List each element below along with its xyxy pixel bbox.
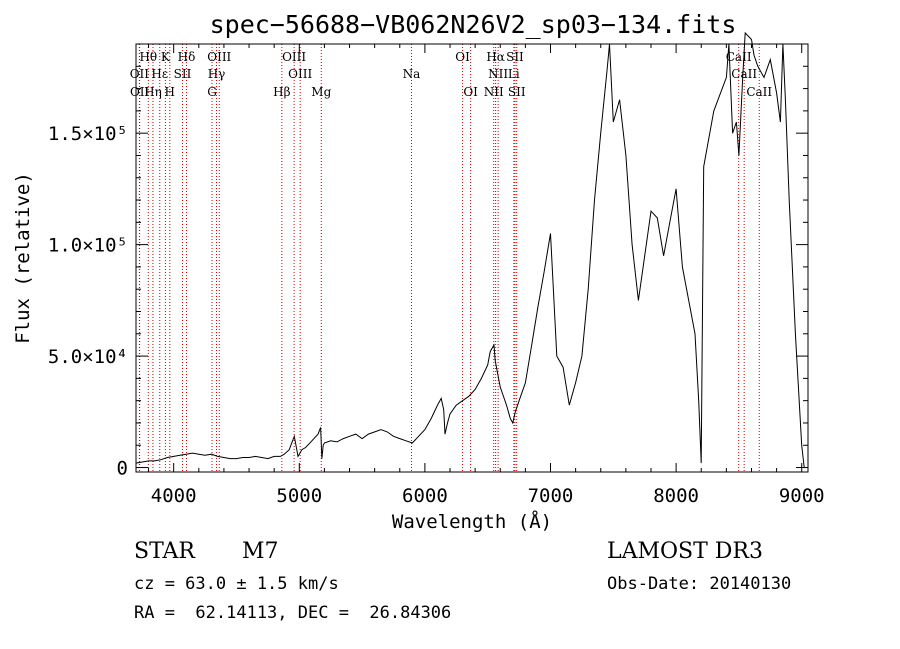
spectral-line-label: NII: [488, 67, 508, 81]
chart-title: spec−56688−VB062N26V2_sp03−134.fits: [210, 10, 737, 39]
spectral-line-label: CaII: [731, 67, 757, 81]
spectral-line-label: OI: [463, 85, 478, 99]
x-tick-label: 4000: [151, 485, 197, 507]
spectral-line-label: SII: [174, 67, 192, 81]
spectral-line-label: OI: [455, 50, 470, 64]
survey-name: LAMOST DR3: [607, 539, 763, 564]
spectral-line-label: OIII: [207, 50, 231, 64]
spectral-line-label: OII: [130, 67, 150, 81]
x-tick-label: 6000: [402, 485, 448, 507]
spectral-line-label: Hε: [151, 67, 168, 81]
spectral-line-label: Na: [403, 67, 421, 81]
y-tick-label: 0: [117, 458, 128, 480]
spectral-line-label: H: [165, 85, 175, 99]
spectral-line-label: Li: [508, 67, 520, 81]
spectral-line-label: OIII: [288, 67, 312, 81]
spectral-line-label: Hη: [144, 85, 162, 99]
y-tick-label: 1.0×10⁵: [48, 235, 128, 257]
spectral-line-label: NII: [484, 85, 504, 99]
x-axis-label: Wavelength (Å): [392, 510, 552, 533]
spectral-line-label: OIII: [282, 50, 306, 64]
spectral-line-label: G: [207, 85, 217, 99]
spectral-line-label: SII: [508, 85, 526, 99]
spectral-line-label: CaII: [726, 50, 752, 64]
y-tick-label: 1.5×10⁵: [48, 123, 128, 145]
spectral-line-label: Hθ: [139, 50, 157, 64]
x-tick-label: 5000: [276, 485, 322, 507]
plot-frame: [135, 43, 809, 473]
redshift-text: cz = 63.0 ± 1.5 km/s: [134, 574, 339, 594]
spectral-line-label: CaII: [746, 85, 772, 99]
y-tick-label: 5.0×10⁴: [48, 346, 128, 368]
spectral-line-label: K: [161, 50, 171, 64]
spectral-line-label: SII: [506, 50, 524, 64]
x-tick-label: 9000: [779, 485, 825, 507]
object-subclass: M7: [242, 539, 279, 564]
x-axis-ticks: 4000 5000 6000 7000 8000 9000: [148, 44, 825, 507]
object-class: STAR: [134, 539, 195, 564]
spectral-line-label: OII: [130, 85, 150, 99]
obs-date: Obs-Date: 20140130: [607, 574, 792, 594]
spectral-line-label: Hγ: [208, 67, 226, 81]
spectral-line-label: Hα: [486, 50, 505, 64]
coordinates-text: RA = 62.14113, DEC = 26.84306: [134, 603, 452, 623]
spectral-line-label: Mg: [311, 85, 331, 99]
x-tick-label: 7000: [528, 485, 574, 507]
y-axis-ticks: 0 5.0×10⁴ 1.0×10⁵ 1.5×10⁵: [48, 65, 808, 480]
spectral-line-label: Hδ: [178, 50, 196, 64]
x-tick-label: 8000: [653, 485, 699, 507]
spectral-line-label: Hβ: [273, 85, 290, 99]
spectral-line-markers: [138, 44, 760, 472]
y-axis-label: Flux (relative): [12, 172, 34, 344]
spectrum-series-line: [135, 31, 805, 468]
